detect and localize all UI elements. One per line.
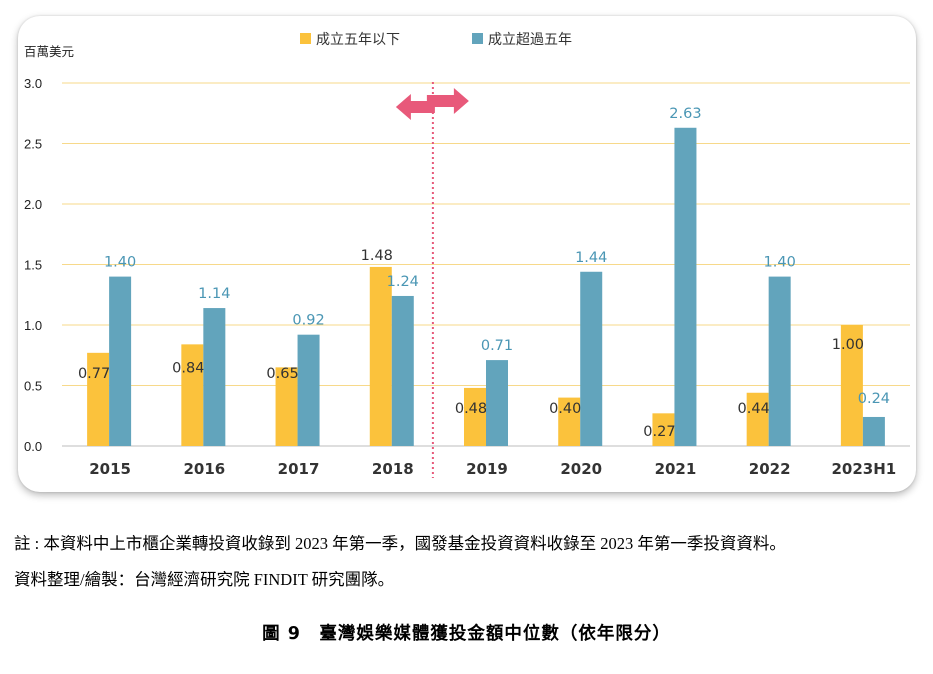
bar [464, 387, 486, 446]
data-label: 0.24 [858, 391, 890, 407]
y-tick-label: 1.5 [24, 258, 42, 273]
data-label: 1.14 [198, 286, 230, 302]
data-label: 0.84 [172, 360, 204, 376]
bar [369, 266, 392, 446]
x-tick-label: 2021 [655, 460, 697, 478]
x-tick-label: 2022 [749, 460, 791, 478]
bar [275, 367, 298, 446]
bar [768, 276, 791, 446]
legend-swatch [300, 33, 311, 44]
bar [486, 360, 508, 446]
legend-label: 成立超過五年 [488, 32, 572, 48]
bar [181, 344, 204, 446]
data-label: 1.24 [387, 274, 419, 290]
data-label: 1.44 [575, 250, 607, 266]
x-tick-label: 2019 [466, 460, 508, 478]
bar-chart: 0.0 0.5 1.0 1.5 2.0 2.5 3.0 百萬美元 成立五年以下 成立超過五年 201… [24, 32, 910, 478]
data-label: 1.40 [104, 255, 136, 271]
data-label: 0.44 [738, 401, 770, 417]
y-tick-label: 2.5 [24, 137, 42, 152]
figure-caption: 圖 9 臺灣娛樂媒體獲投金額中位數（依年限分） [262, 624, 671, 644]
data-label: 0.71 [481, 338, 513, 354]
bar [652, 413, 675, 446]
bar [558, 397, 581, 446]
legend-label: 成立五年以下 [316, 32, 400, 48]
y-tick-label: 0.5 [24, 379, 42, 394]
bar [580, 271, 603, 446]
y-tick-label: 0.0 [24, 439, 42, 454]
data-label: 0.40 [549, 401, 581, 417]
x-tick-label: 2018 [372, 460, 414, 478]
data-label: 1.40 [764, 255, 796, 271]
data-label: 0.65 [266, 366, 298, 382]
credit-note: 資料整理/繪製：台灣經濟研究院 FINDIT 研究團隊。 [14, 570, 395, 589]
bar [746, 392, 769, 446]
arrow-left-icon [395, 94, 435, 120]
data-label: 0.48 [455, 401, 487, 417]
x-tick-label: 2020 [560, 460, 602, 478]
y-tick-label: 3.0 [24, 76, 42, 91]
data-label: 0.77 [78, 366, 110, 382]
chart-card: 0.0 0.5 1.0 1.5 2.0 2.5 3.0 百萬美元 成立五年以下 成立超過五年 201… [18, 16, 916, 492]
x-tick-label: 2017 [278, 460, 320, 478]
y-tick-label: 2.0 [24, 197, 42, 212]
data-label: 1.48 [361, 248, 393, 264]
legend-swatch [472, 33, 483, 44]
y-tick-label: 1.0 [24, 318, 42, 333]
bar [109, 276, 132, 446]
x-tick-label: 2015 [89, 460, 131, 478]
bar [297, 334, 320, 446]
y-axis-label: 百萬美元 [24, 44, 74, 59]
data-label: 2.63 [669, 106, 701, 122]
bar [674, 127, 697, 447]
data-source-note: 註 : 本資料中上市櫃企業轉投資收錄到 2023 年第一季，國發基金投資資料收錄… [14, 534, 786, 553]
data-label: 0.27 [643, 424, 675, 440]
x-tick-label: 2023H1 [832, 460, 897, 478]
bar [203, 308, 226, 446]
bar [391, 295, 414, 446]
bar [87, 352, 110, 446]
data-label: 0.92 [292, 313, 324, 329]
bar [840, 325, 863, 446]
bar [862, 416, 885, 446]
arrow-right-icon [426, 88, 469, 114]
data-label: 1.00 [832, 337, 864, 353]
x-tick-label: 2016 [183, 460, 225, 478]
